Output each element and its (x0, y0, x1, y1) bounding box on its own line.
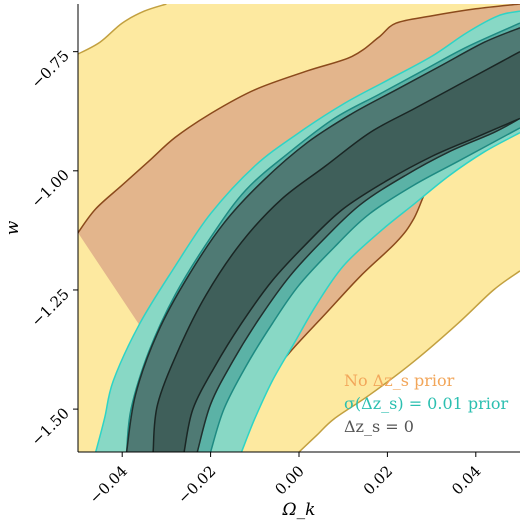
x-tick-label: 0.00 (271, 462, 307, 498)
x-tick-label: −0.04 (86, 462, 131, 507)
series-0-inner-upper-edge (78, 4, 520, 234)
legend: No Δz_s prior σ(Δz_s) = 0.01 prior Δz_s = … (344, 371, 509, 436)
legend-entry-0: No Δz_s prior (344, 371, 455, 390)
series-1-outer-upper-edge (94, 10, 520, 452)
series-2-inner-lower-edge (183, 117, 520, 452)
legend-entry-1: σ(Δz_s) = 0.01 prior (344, 394, 509, 413)
y-tick-label: −1.00 (28, 166, 73, 211)
y-tick-label: −0.75 (28, 47, 73, 92)
x-tick-label: 0.02 (360, 462, 396, 498)
series-2-outer-upper-edge (125, 27, 520, 452)
series-2-outer-lower-edge (196, 117, 520, 452)
legend-entry-2: Δz_s = 0 (344, 417, 414, 436)
series-2-inner-upper-edge (152, 51, 520, 452)
y-tick-label: −1.25 (28, 285, 73, 330)
series-0-outer-lower-edge (298, 270, 520, 452)
x-axis-label: Ω_k (282, 500, 316, 520)
y-axis-label: w (3, 220, 23, 235)
y-tick-label: −1.50 (28, 404, 73, 449)
series-1-outer-lower-edge (240, 132, 520, 452)
series-1-inner-lower-edge (209, 127, 520, 452)
contour-layers (78, 4, 520, 452)
series-1-inner-upper-edge (125, 22, 520, 452)
x-tick-label: −0.02 (174, 462, 219, 507)
x-tick-label: 0.04 (448, 462, 484, 498)
series-2-inner-region (153, 51, 520, 452)
series-0-outer-upper-edge (78, 4, 167, 55)
